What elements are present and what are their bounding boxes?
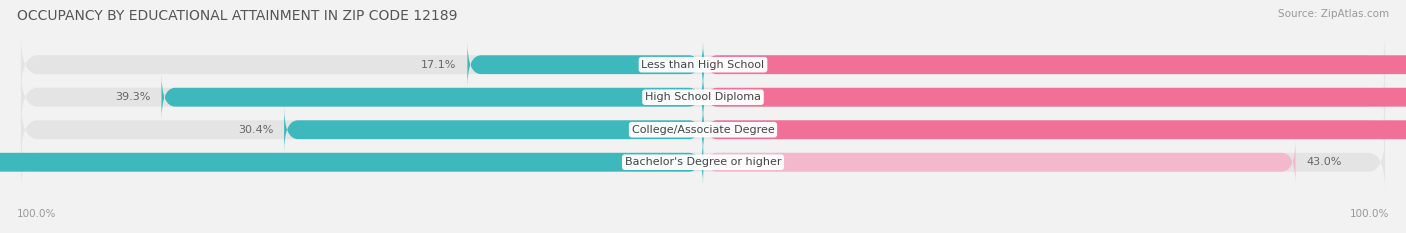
- Text: Bachelor's Degree or higher: Bachelor's Degree or higher: [624, 157, 782, 167]
- Text: 39.3%: 39.3%: [115, 92, 150, 102]
- Text: 43.0%: 43.0%: [1306, 157, 1341, 167]
- FancyBboxPatch shape: [703, 107, 1406, 153]
- Text: College/Associate Degree: College/Associate Degree: [631, 125, 775, 135]
- FancyBboxPatch shape: [21, 133, 1385, 192]
- FancyBboxPatch shape: [0, 139, 703, 185]
- FancyBboxPatch shape: [703, 139, 1295, 185]
- FancyBboxPatch shape: [703, 42, 1406, 88]
- FancyBboxPatch shape: [162, 74, 703, 120]
- Text: Less than High School: Less than High School: [641, 60, 765, 70]
- Text: 17.1%: 17.1%: [420, 60, 457, 70]
- FancyBboxPatch shape: [21, 35, 1385, 94]
- Text: 100.0%: 100.0%: [17, 209, 56, 219]
- FancyBboxPatch shape: [467, 42, 703, 88]
- Text: 100.0%: 100.0%: [1350, 209, 1389, 219]
- Text: High School Diploma: High School Diploma: [645, 92, 761, 102]
- Text: 30.4%: 30.4%: [238, 125, 273, 135]
- Text: OCCUPANCY BY EDUCATIONAL ATTAINMENT IN ZIP CODE 12189: OCCUPANCY BY EDUCATIONAL ATTAINMENT IN Z…: [17, 9, 457, 23]
- FancyBboxPatch shape: [703, 74, 1406, 120]
- FancyBboxPatch shape: [21, 68, 1385, 127]
- FancyBboxPatch shape: [284, 107, 703, 153]
- Text: Source: ZipAtlas.com: Source: ZipAtlas.com: [1278, 9, 1389, 19]
- FancyBboxPatch shape: [21, 100, 1385, 159]
